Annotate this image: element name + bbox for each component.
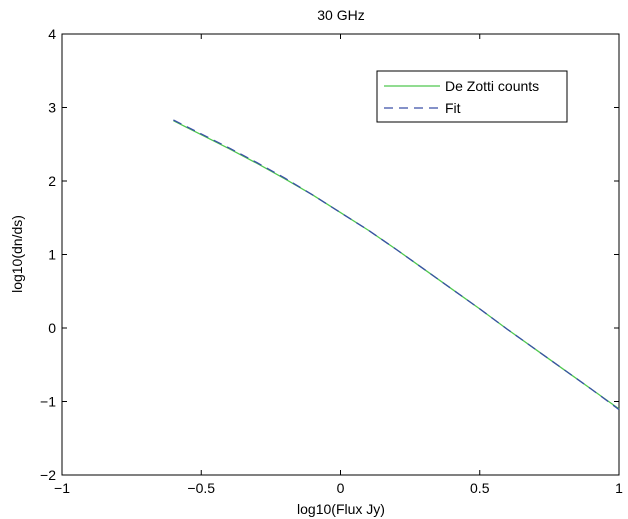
series-line-fit [173,119,620,411]
legend: De Zotti counts Fit [376,70,568,123]
y-axis-label: log10(dn/ds) [9,215,25,293]
legend-label-fit: Fit [445,100,461,116]
y-tick-label: 2 [48,173,56,189]
series-layer [173,119,620,411]
x-tick-label: 0 [337,480,345,496]
x-axis-label: log10(Flux Jy) [297,501,385,517]
x-tick-label: 1 [615,480,623,496]
y-axis: −2 −1 0 1 2 3 4 [40,26,619,483]
y-tick-label: −2 [40,467,56,483]
x-tick-label: 0.5 [470,480,490,496]
chart-title: 30 GHz [317,7,364,23]
legend-label-de-zotti-counts: De Zotti counts [445,78,539,94]
y-tick-label: 4 [48,26,56,42]
y-tick-label: 3 [48,100,56,116]
legend-box [376,70,568,123]
y-tick-label: 0 [48,320,56,336]
y-tick-label: −1 [40,394,56,410]
y-tick-label: 1 [48,247,56,263]
x-tick-label: −0.5 [187,480,215,496]
x-tick-label: −1 [54,480,70,496]
x-axis: −1 −0.5 0 0.5 1 [54,34,623,496]
